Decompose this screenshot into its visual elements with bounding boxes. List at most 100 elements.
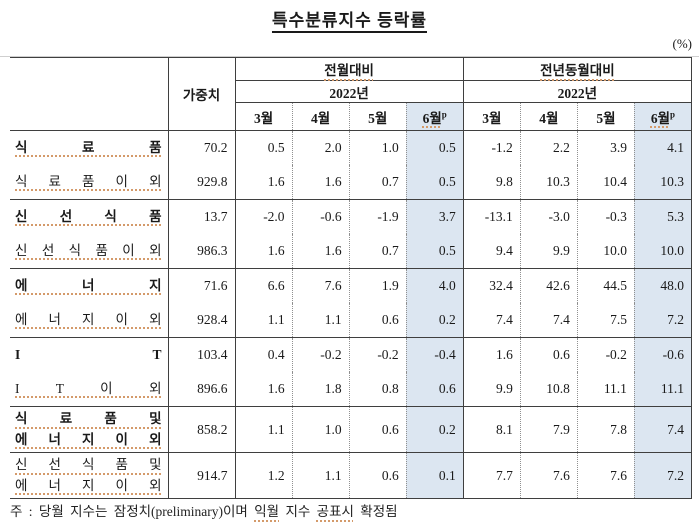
footnote-text: 확정됨: [353, 504, 398, 519]
weight-value: 13.7: [167, 199, 236, 234]
table-row: 에 너 지 71.6 6.6 7.6 1.9 4.0 32.4 42.6 44.5 48.0: [10, 268, 693, 303]
row-label-text: I T 이 외: [15, 380, 162, 396]
yoy-value: -0.6: [633, 337, 693, 372]
weight-header: 가중치: [167, 57, 236, 131]
yoy-value: 4.1: [633, 130, 693, 165]
month-header-yoy-apr: 4월: [519, 102, 578, 131]
yoy-value: 7.2: [633, 303, 693, 338]
yoy-value: 7.8: [576, 406, 635, 453]
yoy-value: 9.8: [462, 165, 521, 200]
footnote-highlighted-word: 익월: [254, 504, 280, 519]
yoy-value: 7.9: [519, 406, 578, 453]
row-label-text: 에 너 지: [15, 277, 162, 293]
yoy-value: 10.4: [576, 165, 635, 200]
mom-value: 1.6: [267, 174, 285, 189]
row-label-text: 신 선 식 품 이 외: [15, 242, 162, 258]
mom-value: -0.4: [405, 337, 464, 372]
yoy-value: -0.3: [576, 199, 635, 234]
mom-value: -0.2: [291, 337, 350, 372]
row-label-text: 신 선 식 품 및: [15, 457, 162, 473]
mom-value: 0.2: [405, 406, 464, 453]
mom-value: 1.1: [291, 303, 350, 338]
row-label-text: 식 료 품: [15, 139, 162, 155]
mom-value: 1.8: [291, 372, 350, 407]
table-row: I T 103.4 0.4 -0.2 -0.2 -0.4 1.6 0.6 -0.2 -0.6: [10, 337, 693, 372]
table-row: 식 료 품 70.2 0.5 2.0 1.0 0.5 -1.2 2.2 3.9 4.1: [10, 130, 693, 165]
yoy-value: 44.5: [576, 268, 635, 303]
mom-value: 7.6: [291, 268, 350, 303]
yoy-value: 10.3: [633, 165, 693, 200]
table-row: 신 선 식 품 이 외 986.3 1.6 1.6 0.7 0.5 9.4 9.9 10.0 10…: [10, 234, 693, 269]
weight-value: 71.6: [167, 268, 236, 303]
weight-value: 914.7: [167, 452, 236, 499]
yoy-value: 10.3: [519, 165, 578, 200]
footnote: 주 : 당월 지수는 잠정치(preliminary)이며 익월 지수 공표시 …: [10, 500, 398, 520]
yoy-value: 9.9: [519, 234, 578, 269]
mom-value: 6.6: [235, 268, 293, 303]
mom-value: -1.9: [348, 199, 407, 234]
yoy-value: 7.2: [633, 452, 693, 499]
mom-value: 1.0: [291, 406, 350, 453]
month-header-mom-jun: 6월p: [405, 102, 464, 131]
mom-value: 0.1: [405, 452, 464, 499]
row-label-text: 에 너 지 이 외: [15, 311, 162, 327]
unit-label: (%): [672, 36, 693, 51]
year-header-yoy: 2022년: [462, 80, 693, 103]
yoy-value: -1.2: [462, 130, 521, 165]
row-label-text: 식 료 품 이 외: [15, 173, 162, 189]
month-header-yoy-may: 5월: [576, 102, 635, 131]
row-label-text: 에 너 지 이 외: [15, 477, 162, 493]
row-label: I T 이 외: [10, 372, 168, 407]
yoy-value: 11.1: [576, 372, 635, 407]
mom-value: 3.7: [405, 199, 464, 234]
month-header-mom-may: 5월: [348, 102, 407, 131]
weight-value: 103.4: [167, 337, 236, 372]
footnote-text: 지수: [279, 504, 317, 519]
yoy-value: 10.0: [633, 234, 693, 269]
mom-value: 0.6: [348, 452, 407, 499]
mom-value: -2.0: [235, 199, 293, 234]
row-label: 에 너 지: [10, 268, 168, 303]
mom-value: 2.0: [291, 130, 350, 165]
mom-value: 0.5: [405, 165, 464, 200]
year-header-mom: 2022년: [235, 80, 464, 103]
row-label: 신 선 식 품 이 외: [10, 234, 168, 269]
yoy-value: 32.4: [462, 268, 521, 303]
table-row: 에 너 지 이 외 928.4 1.1 1.1 0.6 0.2 7.4 7.4 7.5 7.2: [10, 303, 693, 338]
yoy-value: 42.6: [519, 268, 578, 303]
divider: [0, 56, 699, 57]
page-title: 특수분류지수 등락률: [271, 11, 427, 30]
mom-value: 1.1: [267, 312, 285, 327]
weight-value: 986.3: [167, 234, 236, 269]
footnote-highlighted-word: 공표시: [316, 504, 354, 519]
yoy-value: 7.5: [576, 303, 635, 338]
mom-value: 1.9: [348, 268, 407, 303]
yoy-value: 7.6: [519, 452, 578, 499]
yoy-value: 7.6: [576, 452, 635, 499]
mom-value: 1.0: [348, 130, 407, 165]
yoy-value: 9.4: [462, 234, 521, 269]
mom-value: 0.6: [405, 372, 464, 407]
index-table: 가중치 전월대비 전년동월대비 2022년 2022년 3월 4월 5월 6월p…: [10, 57, 693, 499]
row-label-text: 신 선 식 품: [15, 208, 162, 224]
month-header-mom-mar: 3월: [235, 102, 293, 131]
mom-value: 1.6: [291, 234, 350, 269]
yoy-value: 2.2: [519, 130, 578, 165]
row-label-text: I T: [15, 346, 162, 362]
table-row: 식 료 품 이 외 929.8 1.6 1.6 0.7 0.5 9.8 10.3 10.4 10.…: [10, 165, 693, 200]
yoy-value: 8.1: [462, 406, 521, 453]
mom-value: 0.7: [348, 234, 407, 269]
yoy-value: 5.3: [633, 199, 693, 234]
yoy-value: 7.4: [633, 406, 693, 453]
row-label: I T: [10, 337, 168, 372]
month-header-mom-apr: 4월: [291, 102, 350, 131]
preliminary-mark: p: [441, 109, 447, 119]
yoy-value: 9.9: [462, 372, 521, 407]
mom-value: 0.5: [235, 130, 293, 165]
corner-cell: [10, 57, 168, 131]
yoy-value: -0.2: [576, 337, 635, 372]
mom-value: 0.5: [405, 130, 464, 165]
